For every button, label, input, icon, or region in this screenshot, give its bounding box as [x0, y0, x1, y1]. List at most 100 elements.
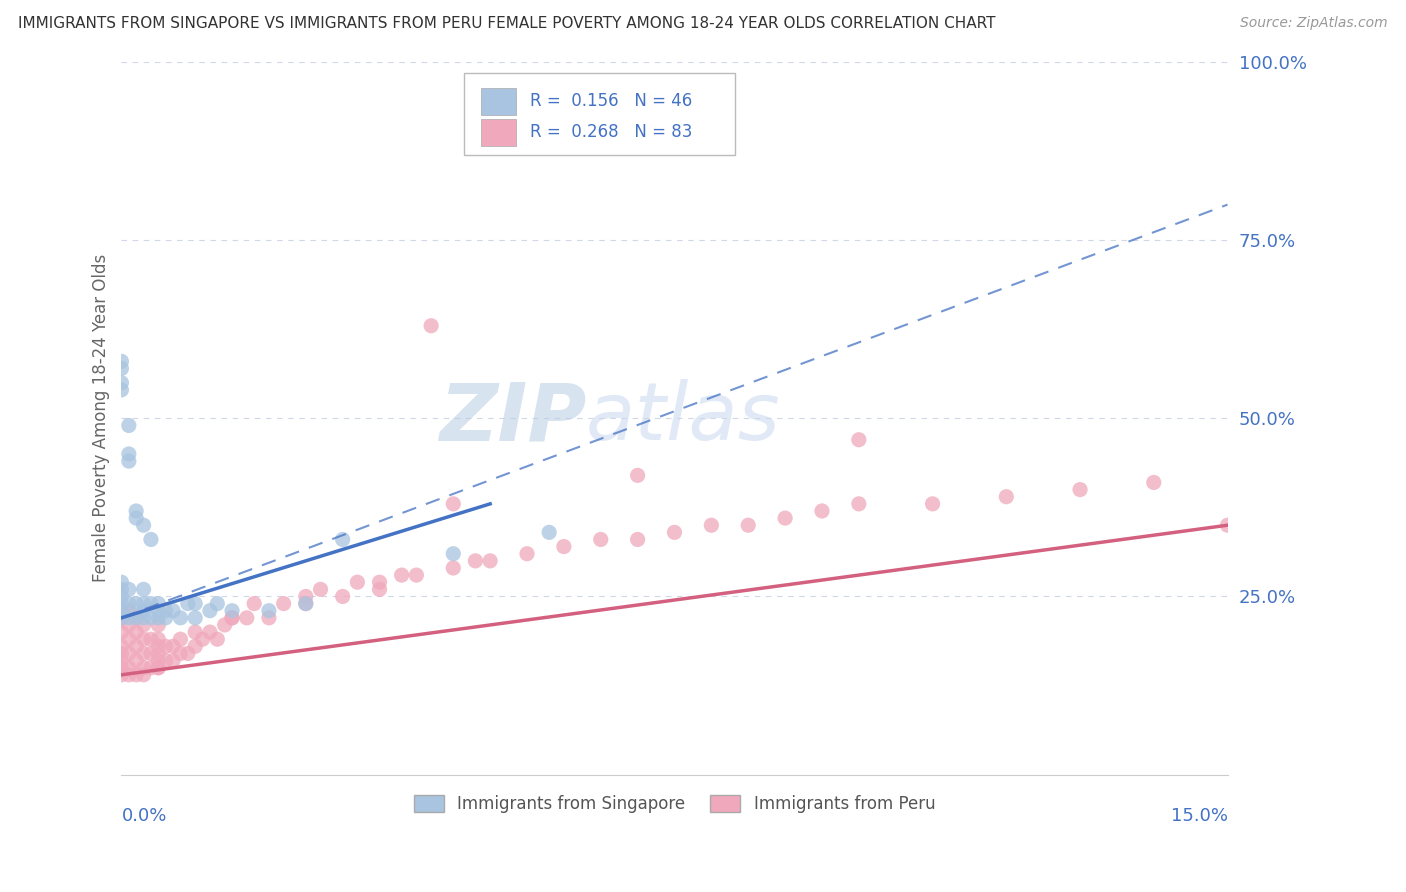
Point	[139, 632, 162, 647]
Text: atlas: atlas	[586, 379, 780, 458]
Text: IMMIGRANTS FROM SINGAPORE VS IMMIGRANTS FROM PERU FEMALE POVERTY AMONG 18-24 YEA: IMMIGRANTS FROM SINGAPORE VS IMMIGRANTS …	[18, 16, 995, 31]
Point	[236, 611, 259, 625]
Point	[169, 611, 191, 625]
Point	[155, 611, 177, 625]
Point	[110, 590, 132, 604]
Point	[332, 533, 354, 547]
Point	[118, 582, 141, 597]
Point	[664, 525, 686, 540]
Point	[1069, 483, 1091, 497]
Point	[737, 518, 759, 533]
Point	[626, 468, 648, 483]
Point	[184, 625, 207, 640]
Point	[184, 611, 207, 625]
Point	[125, 668, 148, 682]
Point	[626, 533, 648, 547]
Point	[148, 632, 170, 647]
Point	[139, 597, 162, 611]
Point	[139, 661, 162, 675]
Point	[221, 604, 243, 618]
Point	[132, 518, 155, 533]
Point	[294, 597, 316, 611]
Point	[118, 632, 141, 647]
Point	[118, 618, 141, 632]
Point	[198, 625, 221, 640]
Point	[441, 497, 464, 511]
Point	[118, 647, 141, 661]
Point	[207, 597, 229, 611]
Point	[118, 661, 141, 675]
Point	[139, 611, 162, 625]
Point	[516, 547, 538, 561]
Point	[148, 604, 170, 618]
Point	[294, 597, 316, 611]
Point	[110, 611, 132, 625]
Bar	[481, 87, 516, 114]
Point	[132, 604, 155, 618]
Point	[257, 604, 280, 618]
Point	[132, 611, 155, 625]
Text: Source: ZipAtlas.com: Source: ZipAtlas.com	[1240, 16, 1388, 30]
Point	[125, 511, 148, 525]
Point	[169, 632, 191, 647]
Point	[110, 661, 132, 675]
Point	[139, 533, 162, 547]
Point	[148, 661, 170, 675]
Y-axis label: Female Poverty Among 18-24 Year Olds: Female Poverty Among 18-24 Year Olds	[93, 254, 110, 582]
FancyBboxPatch shape	[464, 73, 735, 154]
Point	[169, 647, 191, 661]
Point	[184, 597, 207, 611]
Point	[848, 497, 870, 511]
Point	[773, 511, 796, 525]
Point	[148, 611, 170, 625]
Point	[132, 597, 155, 611]
Point	[110, 376, 132, 390]
Point	[257, 611, 280, 625]
Point	[110, 575, 132, 590]
Point	[125, 611, 148, 625]
Point	[132, 632, 155, 647]
Point	[191, 632, 214, 647]
Point	[148, 654, 170, 668]
Text: 15.0%: 15.0%	[1171, 806, 1227, 824]
Point	[118, 668, 141, 682]
Point	[368, 575, 391, 590]
Point	[198, 604, 221, 618]
Point	[118, 604, 141, 618]
Point	[309, 582, 332, 597]
Point	[921, 497, 943, 511]
Point	[110, 604, 132, 618]
Point	[110, 625, 132, 640]
Point	[243, 597, 266, 611]
Point	[441, 547, 464, 561]
Point	[294, 590, 316, 604]
Point	[538, 525, 561, 540]
Point	[177, 647, 200, 661]
Point	[110, 668, 132, 682]
Point	[368, 582, 391, 597]
Point	[177, 597, 200, 611]
Point	[162, 640, 184, 654]
Point	[125, 611, 148, 625]
Point	[132, 647, 155, 661]
Point	[148, 597, 170, 611]
Point	[125, 597, 148, 611]
Text: 0.0%: 0.0%	[121, 806, 167, 824]
Point	[118, 418, 141, 433]
Point	[700, 518, 723, 533]
Text: ZIP: ZIP	[439, 379, 586, 458]
Point	[125, 625, 148, 640]
Text: R =  0.156   N = 46: R = 0.156 N = 46	[530, 92, 692, 110]
Text: R =  0.268   N = 83: R = 0.268 N = 83	[530, 123, 692, 142]
Legend: Immigrants from Singapore, Immigrants from Peru: Immigrants from Singapore, Immigrants fr…	[408, 789, 942, 820]
Point	[132, 618, 155, 632]
Point	[346, 575, 368, 590]
Point	[110, 354, 132, 368]
Point	[148, 618, 170, 632]
Point	[148, 647, 170, 661]
Point	[441, 561, 464, 575]
Point	[132, 582, 155, 597]
Point	[464, 554, 486, 568]
Point	[589, 533, 612, 547]
Point	[118, 454, 141, 468]
